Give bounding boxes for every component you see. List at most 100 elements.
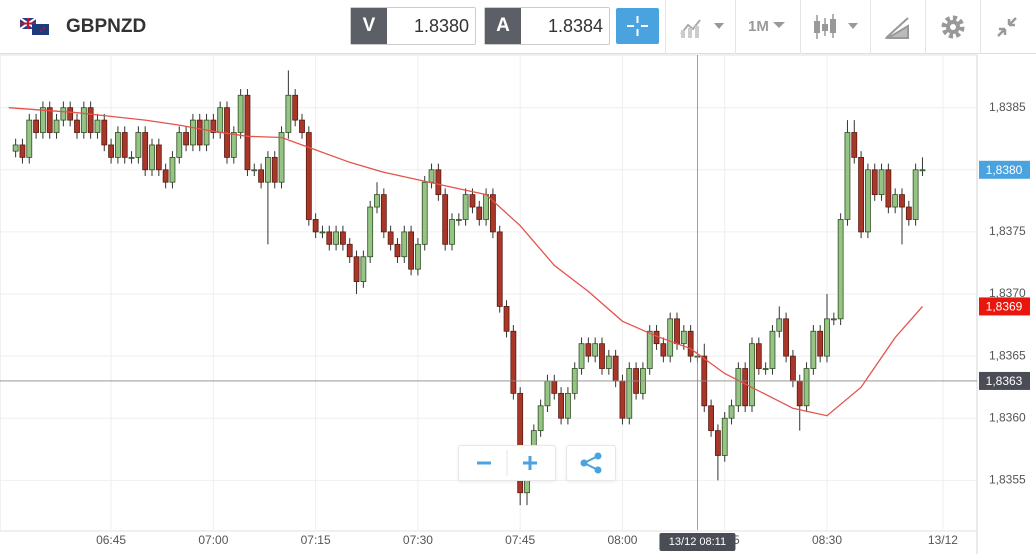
candle-body (919, 169, 926, 172)
candle-body (735, 368, 742, 407)
x-tick-label: 07:00 (198, 533, 228, 547)
candle-body (435, 169, 442, 196)
candle-body (326, 231, 333, 245)
candle-body (87, 107, 94, 133)
candle-body (469, 194, 476, 208)
candle-body (265, 156, 271, 183)
candle-body (905, 206, 912, 220)
zoom-icons (477, 450, 537, 476)
candle-body (483, 194, 489, 220)
candle-body (449, 219, 455, 245)
candle-body (824, 318, 830, 357)
candle-body (128, 156, 135, 159)
candle-body (796, 380, 803, 407)
divider (980, 0, 981, 54)
candle-body (169, 156, 176, 183)
candle-body (346, 243, 353, 258)
price-label: 1,8380 (986, 163, 1023, 177)
candle-body (46, 107, 53, 133)
candle-body (121, 132, 128, 158)
collapse-button[interactable] (994, 14, 1022, 42)
candle-body (196, 119, 203, 146)
candle-body (278, 132, 285, 183)
candle-body (455, 219, 462, 221)
candle-body (305, 132, 312, 220)
candle-body (892, 194, 899, 208)
candle-body (503, 306, 510, 332)
dropdown-arrow (773, 22, 785, 28)
candle-body (80, 107, 87, 133)
zoom-in[interactable] (523, 456, 537, 470)
candle-body (292, 94, 299, 121)
candle-body (899, 194, 905, 208)
divider (925, 0, 926, 54)
crosshair-y-label: 1,8363 (986, 374, 1023, 388)
candle-body (299, 119, 305, 133)
candle-body (769, 330, 776, 369)
candle-body (871, 169, 878, 196)
settings-button[interactable] (940, 14, 968, 42)
candle-body (585, 343, 592, 357)
candle-body (115, 132, 121, 158)
candle-body (162, 169, 169, 183)
toolbar: GBPNZD V 1.8380 A 1.8384 1M (0, 0, 1036, 54)
candle-body (340, 231, 346, 245)
chart-type-button[interactable] (678, 14, 728, 40)
candle-body (203, 119, 210, 146)
candle-body (708, 405, 714, 432)
candle-body (803, 368, 810, 407)
candle-body (237, 94, 244, 133)
crosshair-button[interactable] (616, 8, 659, 44)
bid-box[interactable]: V 1.8380 (350, 7, 476, 45)
candle-body (40, 107, 46, 133)
candle-body (844, 132, 851, 220)
candle-body (858, 156, 864, 233)
candle-body (592, 343, 599, 357)
price-label-box (979, 160, 1030, 179)
candle-body (496, 231, 503, 307)
x-tick-label: 07:30 (403, 533, 433, 547)
candle-body (285, 94, 292, 133)
ask-label: A (485, 8, 521, 44)
divider (870, 0, 871, 54)
candle-body (721, 417, 728, 456)
candle-body (687, 330, 694, 357)
candle-type-button[interactable] (812, 12, 862, 42)
crosshair-y-box (979, 371, 1030, 390)
candle-body (394, 243, 401, 258)
candle-body (108, 144, 114, 158)
y-tick-label: 1,8365 (989, 348, 1026, 362)
candle-body (544, 380, 551, 407)
x-tick-label: 13/12 (928, 533, 958, 547)
candle-body (626, 368, 633, 419)
candle-body (742, 368, 749, 407)
candle-body (660, 343, 667, 357)
candle-body (428, 169, 435, 183)
symbol: GBPNZD (66, 16, 147, 37)
candle-body (790, 355, 796, 382)
candle-body (510, 330, 517, 394)
share-button[interactable] (566, 445, 616, 481)
candle-body (101, 119, 108, 146)
x-tick-label: 08:00 (607, 533, 637, 547)
draw-tools-button[interactable] (884, 14, 912, 40)
candle-body (878, 169, 885, 196)
candle-body (319, 231, 326, 234)
candle-body (176, 132, 183, 158)
candle-body (142, 132, 149, 171)
candle-body (19, 144, 26, 158)
candle-body (851, 132, 858, 158)
ask-box[interactable]: A 1.8384 (484, 7, 610, 45)
candle-body (680, 330, 687, 345)
divider (800, 0, 801, 54)
y-tick-label: 1,8360 (989, 410, 1026, 424)
candle-body (408, 231, 414, 270)
candle-body (837, 219, 844, 320)
timeframe[interactable]: 1M (748, 18, 769, 35)
crosshair-x-label: 13/12 08:11 (669, 536, 726, 548)
x-tick-label: 06:45 (96, 533, 126, 547)
candle-body (551, 380, 558, 394)
share-icon (580, 452, 602, 474)
candle-body (251, 169, 258, 172)
